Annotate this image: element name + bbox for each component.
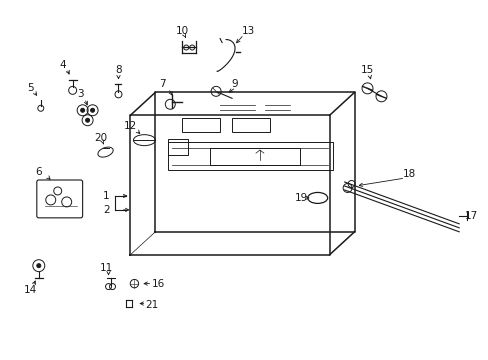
Text: 4: 4 (59, 60, 66, 71)
Text: 18: 18 (402, 169, 415, 179)
Circle shape (85, 118, 89, 122)
Text: 19: 19 (295, 193, 308, 203)
Text: 6: 6 (36, 167, 42, 177)
Circle shape (37, 264, 41, 268)
Text: 2: 2 (103, 205, 110, 215)
Text: 16: 16 (151, 279, 164, 289)
Bar (232, 118, 269, 132)
Text: 20: 20 (94, 133, 107, 143)
Circle shape (90, 108, 94, 112)
Bar (168, 142, 332, 170)
Text: 7: 7 (159, 79, 165, 89)
Text: 15: 15 (360, 66, 373, 76)
Text: 9: 9 (231, 79, 238, 89)
Text: 13: 13 (241, 26, 254, 36)
Text: 1: 1 (103, 191, 110, 201)
Text: 17: 17 (464, 211, 477, 221)
Circle shape (81, 108, 84, 112)
Text: 5: 5 (27, 84, 34, 93)
Bar (210, 148, 299, 165)
Bar (168, 139, 188, 155)
Text: 21: 21 (145, 300, 159, 310)
Text: 11: 11 (100, 263, 113, 273)
Text: 10: 10 (175, 26, 188, 36)
Text: 12: 12 (123, 121, 137, 131)
Text: 8: 8 (115, 66, 122, 76)
Bar (182, 118, 220, 132)
Text: 14: 14 (24, 284, 38, 294)
Text: 3: 3 (77, 89, 84, 99)
